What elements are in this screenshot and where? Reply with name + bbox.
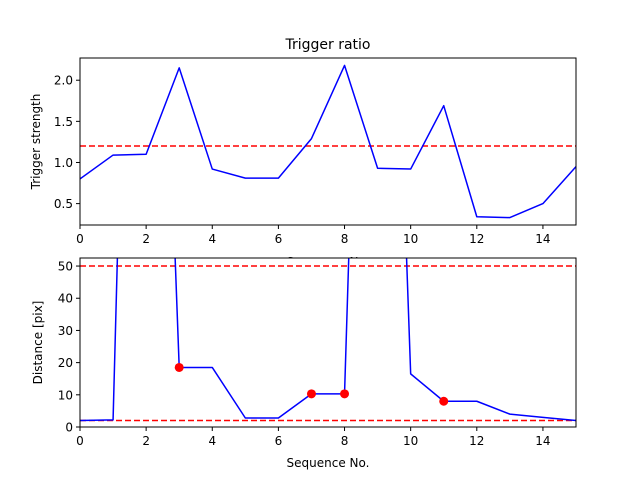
top-y-tick-label: 1.5	[54, 115, 73, 129]
bottom-marker-point	[306, 389, 316, 399]
bottom-y-tick-label: 20	[58, 356, 73, 370]
bottom-chart: 0 2 4 6 8 10 12 14 0 10 20 30 40 50 Sequence No. Dist…	[31, 257, 577, 470]
top-x-tick-label: 12	[469, 232, 484, 246]
top-x-tick-label: 8	[341, 232, 349, 246]
bottom-y-tick-label: 30	[58, 324, 73, 338]
bottom-plot-area	[80, 258, 576, 427]
bottom-marker-point	[174, 362, 184, 372]
top-x-tick-label: 4	[208, 232, 216, 246]
bottom-x-tick-label: 0	[76, 434, 84, 448]
bottom-x-tick-label: 8	[341, 434, 349, 448]
bottom-x-tick-label: 2	[142, 434, 150, 448]
top-x-tick-label: 2	[142, 232, 150, 246]
top-x-tick-label: 6	[275, 232, 283, 246]
top-x-tick-label: 10	[403, 232, 418, 246]
bottom-y-axis-label: Distance [pix]	[31, 301, 45, 385]
bottom-x-tick-label: 12	[469, 434, 484, 448]
top-series-line-0	[80, 64, 576, 219]
bottom-y-tick-label: 0	[65, 421, 73, 435]
bottom-y-tick-label: 50	[58, 260, 73, 274]
top-y-tick-label: 1.0	[54, 156, 73, 170]
top-plot-area	[80, 58, 576, 225]
top-x-tick-label: 14	[535, 232, 550, 246]
bottom-x-tick-label: 6	[275, 434, 283, 448]
bottom-marker-point	[439, 396, 449, 406]
top-y-tick-label: 0.5	[54, 197, 73, 211]
bottom-y-tick-label: 10	[58, 388, 73, 402]
bottom-plot-frame	[79, 257, 577, 428]
top-plot-frame	[79, 57, 577, 226]
bottom-x-tick-label: 4	[208, 434, 216, 448]
top-chart-title: Trigger ratio	[284, 37, 370, 53]
bottom-x-tick-label: 14	[535, 434, 550, 448]
bottom-marker-point	[340, 389, 350, 399]
top-x-tick-label: 0	[76, 232, 84, 246]
top-y-tick-label: 2.0	[54, 74, 73, 88]
bottom-x-tick-label: 10	[403, 434, 418, 448]
bottom-series-line-0	[80, 258, 576, 422]
top-y-axis-label: Trigger strength	[29, 94, 43, 191]
bottom-x-axis-label: Sequence No.	[287, 456, 370, 470]
bottom-y-tick-label: 40	[58, 292, 73, 306]
